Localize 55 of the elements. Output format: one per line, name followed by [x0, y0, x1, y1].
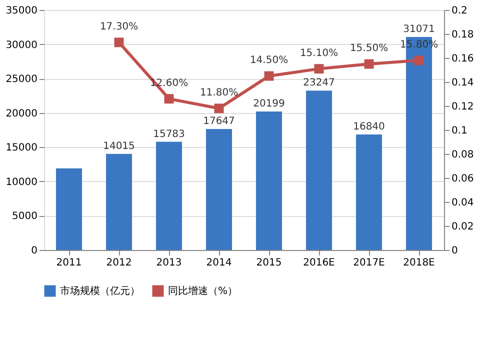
point — [364, 59, 374, 69]
bar — [156, 142, 182, 250]
x-tick-label: 2017E — [353, 258, 385, 268]
y2-tick-label: 0.04 — [452, 198, 474, 208]
bar — [106, 154, 132, 250]
bar — [256, 111, 282, 250]
y-tick-label: 10000 — [6, 176, 38, 188]
y2-tick-label: 0.18 — [452, 30, 474, 40]
data-label: 23247 — [303, 78, 335, 89]
data-label: 14.50% — [250, 55, 288, 66]
y2-tick-label: 0 — [452, 246, 458, 256]
y2-tick-label: 0.1 — [452, 126, 468, 136]
data-label: 15.50% — [350, 43, 388, 54]
data-label: 20199 — [253, 98, 285, 110]
bar — [56, 168, 82, 250]
data-label: 17647 — [203, 116, 235, 127]
x-tick-label: 2012 — [106, 258, 132, 268]
y-tick-label: 5000 — [12, 211, 38, 222]
x-tick-label: 2016E — [303, 258, 335, 268]
y2-tick-label: 0.14 — [452, 78, 474, 88]
y2-tick-label: 0.08 — [452, 150, 474, 160]
data-label: 15.10% — [300, 48, 338, 59]
x-tick-label: 2011 — [56, 258, 82, 268]
y2-tick-label: 0.16 — [452, 54, 474, 64]
bar — [356, 134, 382, 250]
point — [414, 56, 424, 66]
bar — [206, 128, 232, 250]
y-tick-label: 20000 — [6, 108, 38, 120]
y2-tick-label: 0.06 — [452, 174, 474, 184]
data-label: 14015 — [103, 140, 135, 152]
point — [214, 104, 224, 114]
x-tick-label: 2018E — [403, 258, 435, 268]
point — [264, 71, 274, 81]
point — [114, 38, 124, 48]
legend-label: 市场规模（亿元） — [60, 285, 140, 297]
bar — [306, 90, 332, 250]
y-tick-label: 35000 — [6, 6, 38, 16]
data-label: 15783 — [153, 128, 185, 140]
x-tick-label: 2014 — [206, 258, 232, 268]
y2-tick-label: 0.2 — [452, 6, 468, 16]
data-label: 16840 — [353, 122, 385, 133]
y2-tick-label: 0.02 — [452, 222, 474, 232]
y-tick-label: 30000 — [6, 40, 38, 51]
data-label: 11.80% — [200, 87, 238, 98]
y-tick-label: 0 — [31, 246, 38, 256]
y-tick-label: 25000 — [6, 74, 38, 86]
x-tick-label: 2015 — [256, 258, 282, 268]
legend-label: 同比增速（%） — [168, 285, 238, 297]
y-tick-label: 15000 — [6, 142, 38, 154]
x-tick-label: 2013 — [156, 258, 182, 268]
point — [314, 64, 324, 74]
data-label: 31071 — [403, 24, 435, 35]
y2-tick-label: 0.12 — [452, 102, 474, 112]
point — [164, 94, 174, 104]
data-label: 17.30% — [100, 21, 138, 32]
